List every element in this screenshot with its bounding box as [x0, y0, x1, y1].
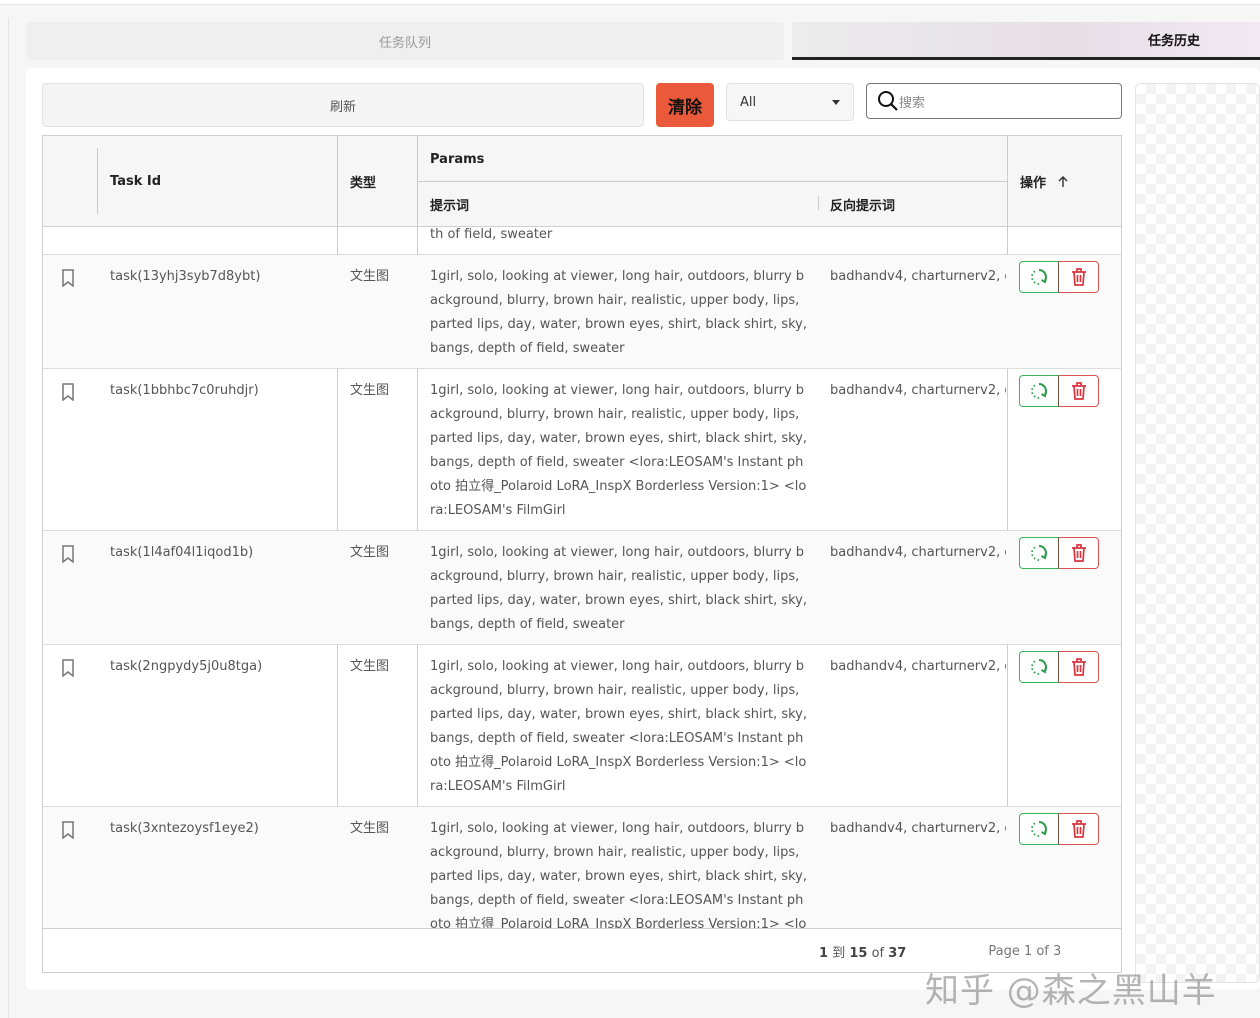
- retry-button[interactable]: [1019, 261, 1059, 293]
- type-cell: 文生图: [350, 383, 390, 398]
- task-id-cell: task(13yhj3syb7d8ybt): [110, 269, 261, 284]
- table-row[interactable]: task(1bbhbc7c0ruhdjr) 文生图 1girl, solo, l…: [43, 369, 1121, 531]
- refresh-icon: [1031, 821, 1047, 837]
- chevron-down-icon: [832, 99, 840, 105]
- column-divider: [97, 148, 98, 214]
- table-row[interactable]: task(1l4af04l1iqod1b) 文生图 1girl, solo, l…: [43, 531, 1121, 645]
- header-negative-prompt[interactable]: 反向提示词: [830, 199, 896, 214]
- pagination-summary: 1 到 15 of 37: [819, 945, 907, 961]
- header-type[interactable]: 类型: [350, 176, 377, 191]
- table-row[interactable]: task(3xntezoysf1eye2) 文生图 1girl, solo, l…: [43, 807, 1121, 928]
- search-icon: [878, 91, 898, 111]
- prompt-cell: th of field, sweater: [430, 227, 553, 242]
- type-cell: 文生图: [350, 659, 390, 674]
- header-prompt[interactable]: 提示词: [430, 199, 470, 214]
- search-input[interactable]: 搜索: [866, 83, 1122, 119]
- task-history-table: Task Id 类型 Params 提示词 反向提示词 操作 th of fie…: [42, 135, 1122, 973]
- trash-icon: [1071, 544, 1086, 562]
- column-divider: [1007, 136, 1008, 227]
- type-cell: 文生图: [350, 821, 390, 836]
- task-id-cell: task(1l4af04l1iqod1b): [110, 545, 254, 560]
- prompt-cell: 1girl, solo, looking at viewer, long hai…: [430, 545, 807, 632]
- negative-prompt-cell: badhandv4, charturnerv2, co: [830, 821, 1006, 836]
- header-actions-label: 操作: [1020, 176, 1047, 191]
- search-placeholder: 搜索: [899, 95, 926, 111]
- prompt-cell: 1girl, solo, looking at viewer, long hai…: [430, 659, 807, 794]
- table-row[interactable]: task(2ngpydy5j0u8tga) 文生图 1girl, solo, l…: [43, 645, 1121, 807]
- header-group-divider: [418, 181, 1008, 182]
- header-task-id[interactable]: Task Id: [110, 174, 162, 189]
- table-body[interactable]: th of field, sweater task(13yhj3syb7d8yb…: [43, 227, 1121, 928]
- tab-task-queue[interactable]: 任务队列: [26, 22, 784, 60]
- bookmark-icon[interactable]: [61, 659, 75, 686]
- trash-icon: [1071, 658, 1086, 676]
- pagination-bar: 1 到 15 of 37 Page 1 of 3: [43, 928, 1121, 972]
- task-id-cell: task(2ngpydy5j0u8tga): [110, 659, 263, 674]
- bookmark-icon[interactable]: [61, 821, 75, 848]
- column-divider: [818, 196, 819, 210]
- header-actions[interactable]: 操作: [1020, 136, 1068, 227]
- delete-button[interactable]: [1059, 813, 1099, 845]
- refresh-button[interactable]: 刷新: [42, 83, 644, 127]
- column-divider: [417, 136, 418, 227]
- retry-button[interactable]: [1019, 651, 1059, 683]
- negative-prompt-cell: badhandv4, charturnerv2, co: [830, 269, 1006, 284]
- image-preview-panel: [1135, 83, 1260, 983]
- type-cell: 文生图: [350, 269, 390, 284]
- trash-icon: [1071, 820, 1086, 838]
- prompt-cell: 1girl, solo, looking at viewer, long hai…: [430, 383, 807, 518]
- header-params: Params: [430, 151, 485, 167]
- top-border: [0, 0, 1260, 5]
- negative-prompt-cell: badhandv4, charturnerv2, co: [830, 659, 1006, 674]
- tab-task-history[interactable]: 任务历史: [792, 22, 1260, 60]
- bookmark-icon[interactable]: [61, 383, 75, 410]
- negative-prompt-cell: badhandv4, charturnerv2, co: [830, 383, 1006, 398]
- prompt-cell: 1girl, solo, looking at viewer, long hai…: [430, 821, 807, 928]
- actions-cell: [1019, 651, 1099, 683]
- page-indicator: Page 1 of 3: [988, 943, 1062, 959]
- table-header: Task Id 类型 Params 提示词 反向提示词 操作: [43, 136, 1121, 227]
- prompt-cell: 1girl, solo, looking at viewer, long hai…: [430, 269, 807, 356]
- refresh-icon: [1031, 383, 1047, 399]
- clear-button[interactable]: 清除: [656, 83, 714, 127]
- delete-button[interactable]: [1059, 375, 1099, 407]
- watermark: 知乎 @森之黑山羊: [925, 971, 1217, 1011]
- actions-cell: [1019, 375, 1099, 407]
- task-id-cell: task(1bbhbc7c0ruhdjr): [110, 383, 259, 398]
- retry-button[interactable]: [1019, 813, 1059, 845]
- trash-icon: [1071, 382, 1086, 400]
- table-row-partial: th of field, sweater: [43, 227, 1121, 255]
- retry-button[interactable]: [1019, 375, 1059, 407]
- trash-icon: [1071, 268, 1086, 286]
- delete-button[interactable]: [1059, 651, 1099, 683]
- refresh-icon: [1031, 659, 1047, 675]
- column-divider: [337, 136, 338, 227]
- actions-cell: [1019, 261, 1099, 293]
- bookmark-icon[interactable]: [61, 545, 75, 572]
- refresh-icon: [1031, 545, 1047, 561]
- retry-button[interactable]: [1019, 537, 1059, 569]
- delete-button[interactable]: [1059, 261, 1099, 293]
- type-cell: 文生图: [350, 545, 390, 560]
- table-row[interactable]: task(13yhj3syb7d8ybt) 文生图 1girl, solo, l…: [43, 255, 1121, 369]
- filter-value: All: [740, 94, 757, 110]
- actions-cell: [1019, 813, 1099, 845]
- actions-cell: [1019, 537, 1099, 569]
- refresh-icon: [1031, 269, 1047, 285]
- task-id-cell: task(3xntezoysf1eye2): [110, 821, 259, 836]
- status-filter-select[interactable]: All: [726, 83, 854, 121]
- arrow-up-icon: [1058, 175, 1068, 187]
- bookmark-icon[interactable]: [61, 269, 75, 296]
- delete-button[interactable]: [1059, 537, 1099, 569]
- left-divider: [8, 18, 9, 1018]
- negative-prompt-cell: badhandv4, charturnerv2, co: [830, 545, 1006, 560]
